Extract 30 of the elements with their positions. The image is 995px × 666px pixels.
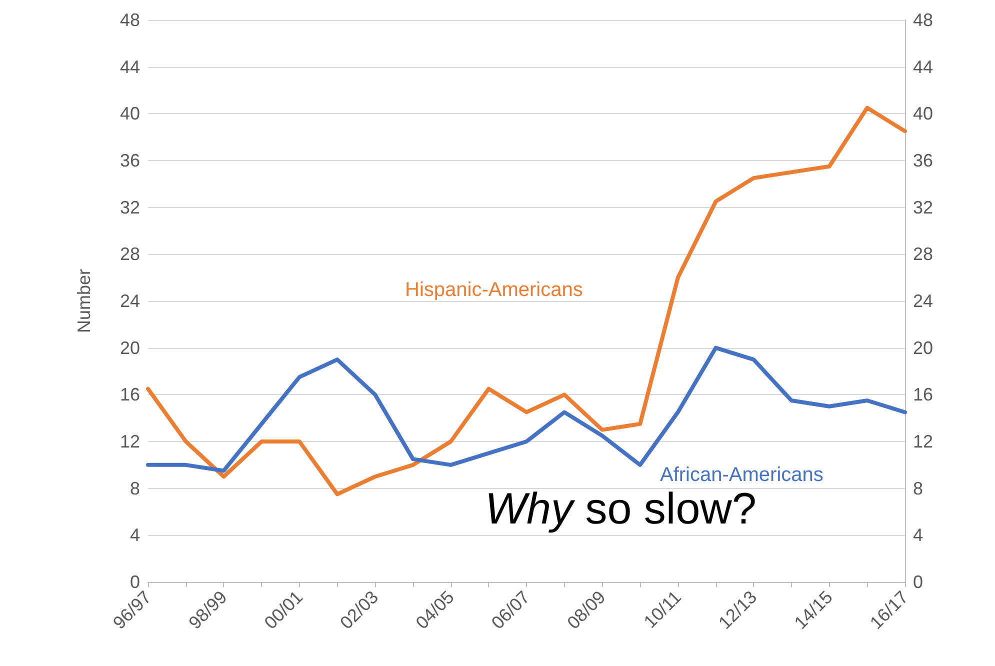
y2-tick-label: 24 — [913, 291, 934, 311]
text: Hispanic-Americans — [405, 279, 583, 301]
y-tick-label: 8 — [130, 478, 140, 498]
y-tick-label: 20 — [120, 338, 140, 358]
y-tick-label: 16 — [120, 384, 140, 405]
y2-tick-label: 40 — [913, 104, 934, 124]
y2-tick-label: 28 — [913, 244, 934, 264]
y-tick-label: 12 — [120, 432, 140, 452]
y-tick-label: 44 — [120, 56, 140, 77]
y2-tick-label: 8 — [913, 478, 924, 498]
y-tick-label: 48 — [120, 10, 140, 30]
y-tick-label: 4 — [130, 525, 140, 546]
y-tick-label: 36 — [120, 150, 140, 170]
y2-tick-label: 48 — [913, 10, 934, 30]
y2-tick-label: 32 — [913, 197, 934, 218]
series-label: African-Americans — [660, 464, 824, 486]
y2-tick-label: 4 — [913, 525, 924, 546]
y2-tick-label: 0 — [913, 572, 924, 592]
y-tick-label: 24 — [120, 291, 140, 311]
y2-tick-label: 20 — [913, 338, 934, 358]
y2-tick-label: 16 — [913, 384, 934, 405]
y-axis-title: Number — [74, 268, 94, 334]
y-tick-label: 32 — [120, 197, 140, 218]
y2-tick-label: 36 — [913, 150, 934, 170]
y2-tick-label: 44 — [913, 56, 934, 77]
y-tick-label: 28 — [120, 244, 140, 264]
y2-tick-label: 12 — [913, 432, 934, 452]
y-tick-label: 40 — [120, 104, 140, 124]
annotation: Why so slow? — [485, 484, 756, 534]
y-tick-label: 0 — [130, 572, 140, 592]
